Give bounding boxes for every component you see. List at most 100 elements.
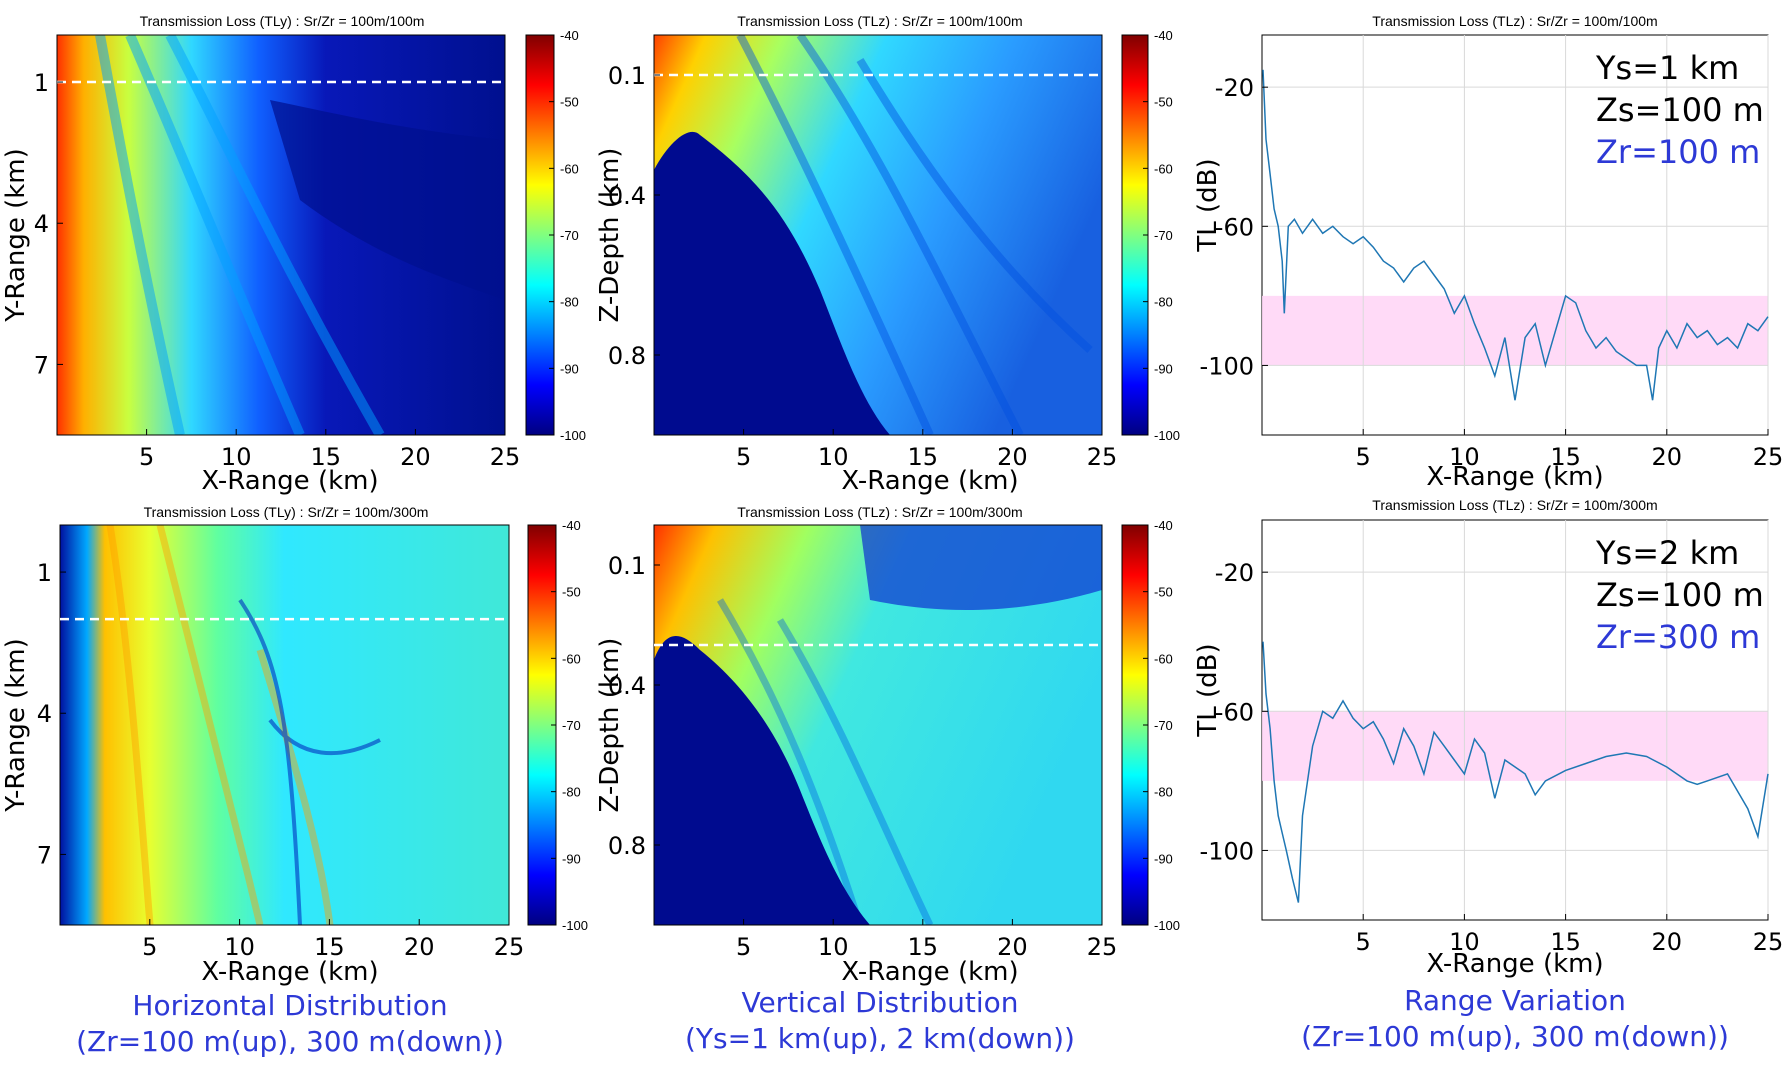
x-tick-label: 5 [736, 933, 751, 961]
x-tick-label: 10 [818, 933, 849, 961]
bottom-shadow [654, 636, 870, 925]
colorbar-tick-label: -50 [1154, 95, 1173, 110]
colorbar-tick-label: -70 [1154, 228, 1173, 243]
x-tick-label: 10 [221, 443, 252, 471]
x-tick-label: 10 [1449, 928, 1480, 956]
chart-title: Transmission Loss (TLz) : Sr/Zr = 100m/3… [737, 504, 1022, 520]
x-axis-label: X-Range (km) [1426, 949, 1603, 979]
chart-title: Transmission Loss (TLz) : Sr/Zr = 100m/1… [1372, 13, 1657, 29]
y-tick-label: 0.4 [608, 672, 646, 700]
x-tick-label: 5 [142, 933, 157, 961]
y-tick-label: 0.1 [608, 552, 646, 580]
caption-line: (Zr=100 m(up), 300 m(down)) [76, 1025, 504, 1058]
colorbar-tick-label: -90 [560, 361, 579, 376]
chart-title: Transmission Loss (TLz) : Sr/Zr = 100m/3… [1372, 497, 1657, 513]
colorbar-tick-label: -100 [1154, 428, 1180, 443]
colorbar-tick-label: -80 [1154, 295, 1173, 310]
y-tick-label: 7 [37, 841, 52, 869]
colorbar-tick-label: -60 [1154, 651, 1173, 666]
x-tick-label: 20 [1652, 443, 1683, 471]
x-axis-label: X-Range (km) [1426, 462, 1603, 492]
y-tick-label: 4 [34, 210, 49, 238]
field-texture [716, 598, 934, 925]
x-tick-label: 20 [1652, 928, 1683, 956]
colorbar-tick-label: -100 [560, 428, 586, 443]
chart-title: Transmission Loss (TLz) : Sr/Zr = 100m/1… [737, 13, 1022, 29]
x-tick-label: 25 [494, 933, 525, 961]
y-axis-label: Z-Depth (km) [595, 638, 625, 813]
x-tick-label: 10 [224, 933, 255, 961]
colorbar-tick-label: -80 [562, 785, 581, 800]
y-tick-label: 0.8 [608, 342, 646, 370]
colorbar-tick-label: -40 [560, 28, 579, 43]
y-tick-label: -60 [1215, 213, 1254, 241]
x-axis-label: X-Range (km) [201, 466, 378, 496]
field-texture [106, 525, 334, 925]
colorbar-tick-label: -90 [1154, 851, 1173, 866]
x-tick-label: 5 [1356, 443, 1371, 471]
panel-range-bottom: Transmission Loss (TLz) : Sr/Zr = 100m/3… [1193, 497, 1783, 979]
caption-line: Horizontal Distribution [132, 989, 448, 1022]
x-tick-label: 15 [908, 443, 939, 471]
colorbar-tick-label: -80 [560, 295, 579, 310]
colorbar-tick-label: -50 [562, 585, 581, 600]
colorbar-tick-label: -70 [1154, 718, 1173, 733]
panel-vertical-bottom: Transmission Loss (TLz) : Sr/Zr = 100m/3… [595, 504, 1180, 987]
colorbar-tick-label: -40 [562, 518, 581, 533]
x-tick-label: 5 [1356, 928, 1371, 956]
panel-horizontal-top: Transmission Loss (TLy) : Sr/Zr = 100m/1… [1, 13, 586, 496]
tl-series-line [1262, 641, 1769, 903]
y-tick-label: 1 [34, 69, 49, 97]
y-tick-label: 0.1 [608, 62, 646, 90]
x-tick-label: 15 [314, 933, 345, 961]
colorbar-tick-label: -60 [1154, 161, 1173, 176]
x-tick-label: 20 [997, 443, 1028, 471]
colorbar-tick-label: -80 [1154, 785, 1173, 800]
colorbar-tick-label: -90 [562, 851, 581, 866]
x-tick-label: 25 [1753, 443, 1784, 471]
x-axis-label: X-Range (km) [841, 957, 1018, 987]
caption-range: Range Variation (Zr=100 m(up), 300 m(dow… [1265, 983, 1765, 1055]
y-axis-label: TL (dB) [1193, 158, 1223, 252]
y-tick-label: 7 [34, 351, 49, 379]
y-tick-label: -100 [1200, 837, 1254, 865]
caption-line: Vertical Distribution [741, 986, 1019, 1019]
chart-title: Transmission Loss (TLy) : Sr/Zr = 100m/1… [140, 13, 425, 29]
colorbar-tick-label: -50 [560, 95, 579, 110]
x-tick-label: 15 [311, 443, 342, 471]
colorbar-tick-label: -100 [562, 918, 588, 933]
x-tick-label: 5 [736, 443, 751, 471]
annotation-zr: Zr=100 m [1596, 133, 1760, 171]
x-tick-label: 20 [400, 443, 431, 471]
panel-range-top: Transmission Loss (TLz) : Sr/Zr = 100m/1… [1193, 13, 1783, 492]
panel-vertical-top: Transmission Loss (TLz) : Sr/Zr = 100m/1… [595, 13, 1180, 496]
y-tick-label: -20 [1215, 559, 1254, 587]
x-tick-label: 15 [908, 933, 939, 961]
x-tick-label: 10 [1449, 443, 1480, 471]
x-tick-label: 5 [139, 443, 154, 471]
x-tick-label: 15 [1550, 928, 1581, 956]
colorbar-tick-label: -60 [560, 161, 579, 176]
caption-line: (Zr=100 m(up), 300 m(down)) [1301, 1020, 1729, 1053]
field-texture-dark [238, 598, 381, 925]
x-tick-label: 25 [1087, 443, 1118, 471]
bottom-shadow [654, 131, 890, 435]
x-tick-label: 25 [490, 443, 521, 471]
panel-horizontal-bottom: Transmission Loss (TLy) : Sr/Zr = 100m/3… [1, 504, 588, 987]
y-axis-label: Z-Depth (km) [595, 148, 625, 323]
colorbar-tick-label: -70 [562, 718, 581, 733]
colorbar-tick-label: -70 [560, 228, 579, 243]
annotation-zr: Zr=300 m [1596, 618, 1760, 656]
x-tick-label: 20 [997, 933, 1028, 961]
caption-horizontal: Horizontal Distribution (Zr=100 m(up), 3… [40, 988, 540, 1060]
y-tick-label: 1 [37, 559, 52, 587]
y-tick-label: 4 [37, 700, 52, 728]
highlight-band [1262, 711, 1768, 781]
y-tick-label: -100 [1200, 352, 1254, 380]
y-tick-label: 0.8 [608, 832, 646, 860]
caption-line: (Ys=1 km(up), 2 km(down)) [685, 1022, 1075, 1055]
colorbar-tick-label: -40 [1154, 518, 1173, 533]
colorbar-tick-label: -40 [1154, 28, 1173, 43]
tl-series-line [1262, 69, 1769, 401]
